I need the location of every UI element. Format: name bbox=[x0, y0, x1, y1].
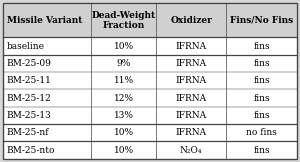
Text: 9%: 9% bbox=[116, 59, 131, 68]
Text: BM-25-nf: BM-25-nf bbox=[7, 128, 49, 137]
Text: Dead-Weight
Fraction: Dead-Weight Fraction bbox=[92, 11, 156, 30]
Text: 10%: 10% bbox=[113, 42, 134, 51]
Text: fins: fins bbox=[254, 42, 270, 51]
Text: 10%: 10% bbox=[113, 128, 134, 137]
Text: Missile Variant: Missile Variant bbox=[7, 16, 82, 25]
Text: Fins/No Fins: Fins/No Fins bbox=[230, 16, 293, 25]
Text: 13%: 13% bbox=[113, 111, 134, 120]
Text: BM-25-09: BM-25-09 bbox=[7, 59, 52, 68]
Text: no fins: no fins bbox=[246, 128, 277, 137]
Text: 10%: 10% bbox=[113, 146, 134, 155]
Text: fins: fins bbox=[254, 146, 270, 155]
Text: BM-25-13: BM-25-13 bbox=[7, 111, 51, 120]
Text: N₂O₄: N₂O₄ bbox=[180, 146, 203, 155]
Text: BM-25-11: BM-25-11 bbox=[7, 76, 52, 85]
Text: 11%: 11% bbox=[113, 76, 134, 85]
Text: baseline: baseline bbox=[7, 42, 45, 51]
Text: IFRNA: IFRNA bbox=[176, 59, 207, 68]
Text: IFRNA: IFRNA bbox=[176, 94, 207, 103]
Text: IFRNA: IFRNA bbox=[176, 111, 207, 120]
Text: BM-25-12: BM-25-12 bbox=[7, 94, 51, 103]
Text: fins: fins bbox=[254, 111, 270, 120]
Text: IFRNA: IFRNA bbox=[176, 76, 207, 85]
Bar bbox=[3, 3, 297, 37]
Text: IFRNA: IFRNA bbox=[176, 42, 207, 51]
Text: fins: fins bbox=[254, 94, 270, 103]
Text: BM-25-nto: BM-25-nto bbox=[7, 146, 55, 155]
Text: IFRNA: IFRNA bbox=[176, 128, 207, 137]
Text: fins: fins bbox=[254, 76, 270, 85]
Text: 12%: 12% bbox=[113, 94, 134, 103]
Text: fins: fins bbox=[254, 59, 270, 68]
Text: Oxidizer: Oxidizer bbox=[170, 16, 212, 25]
